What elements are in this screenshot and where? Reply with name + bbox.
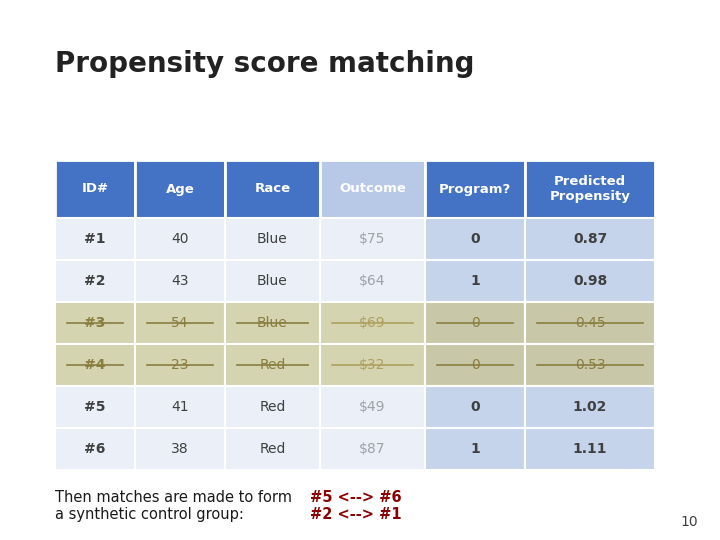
FancyBboxPatch shape (135, 260, 225, 302)
Text: 0.53: 0.53 (575, 358, 606, 372)
Text: Predicted
Propensity: Predicted Propensity (549, 175, 631, 203)
FancyBboxPatch shape (225, 302, 320, 344)
FancyBboxPatch shape (320, 428, 425, 470)
FancyBboxPatch shape (55, 260, 135, 302)
Text: 1.11: 1.11 (572, 442, 607, 456)
FancyBboxPatch shape (525, 302, 655, 344)
Text: $64: $64 (359, 274, 386, 288)
FancyBboxPatch shape (425, 260, 525, 302)
FancyBboxPatch shape (225, 218, 320, 260)
FancyBboxPatch shape (135, 344, 225, 386)
FancyBboxPatch shape (135, 386, 225, 428)
FancyBboxPatch shape (425, 344, 525, 386)
Text: #3: #3 (84, 316, 106, 330)
Text: Red: Red (259, 400, 286, 414)
FancyBboxPatch shape (320, 160, 425, 218)
Text: $69: $69 (359, 316, 386, 330)
Text: 40: 40 (171, 232, 189, 246)
Text: $87: $87 (359, 442, 386, 456)
Text: Then matches are made to form
a synthetic control group:: Then matches are made to form a syntheti… (55, 490, 292, 522)
FancyBboxPatch shape (525, 344, 655, 386)
Text: 0: 0 (471, 358, 480, 372)
FancyBboxPatch shape (525, 218, 655, 260)
Text: $49: $49 (359, 400, 386, 414)
FancyBboxPatch shape (135, 160, 225, 218)
Text: 1: 1 (470, 442, 480, 456)
FancyBboxPatch shape (320, 302, 425, 344)
FancyBboxPatch shape (225, 344, 320, 386)
Text: 23: 23 (171, 358, 189, 372)
Text: 0.45: 0.45 (575, 316, 606, 330)
Text: Race: Race (254, 183, 291, 195)
Text: Red: Red (259, 358, 286, 372)
Text: #1: #1 (84, 232, 106, 246)
Text: 38: 38 (171, 442, 189, 456)
Text: 1: 1 (470, 274, 480, 288)
Text: 0.98: 0.98 (573, 274, 607, 288)
FancyBboxPatch shape (135, 302, 225, 344)
FancyBboxPatch shape (425, 218, 525, 260)
Text: 41: 41 (171, 400, 189, 414)
Text: Red: Red (259, 442, 286, 456)
FancyBboxPatch shape (425, 428, 525, 470)
Text: Blue: Blue (257, 274, 288, 288)
FancyBboxPatch shape (525, 160, 655, 218)
FancyBboxPatch shape (55, 218, 135, 260)
Text: Outcome: Outcome (339, 183, 406, 195)
Text: #4: #4 (84, 358, 106, 372)
FancyBboxPatch shape (55, 302, 135, 344)
FancyBboxPatch shape (425, 302, 525, 344)
FancyBboxPatch shape (320, 218, 425, 260)
Text: #6: #6 (84, 442, 106, 456)
FancyBboxPatch shape (320, 260, 425, 302)
FancyBboxPatch shape (135, 428, 225, 470)
FancyBboxPatch shape (320, 386, 425, 428)
FancyBboxPatch shape (525, 260, 655, 302)
Text: Age: Age (166, 183, 194, 195)
FancyBboxPatch shape (225, 160, 320, 218)
FancyBboxPatch shape (55, 160, 135, 218)
Text: Propensity score matching: Propensity score matching (55, 50, 474, 78)
Text: Blue: Blue (257, 232, 288, 246)
Text: 0: 0 (470, 400, 480, 414)
FancyBboxPatch shape (425, 386, 525, 428)
Text: ID#: ID# (81, 183, 109, 195)
Text: 1.02: 1.02 (573, 400, 607, 414)
FancyBboxPatch shape (225, 386, 320, 428)
Text: 0: 0 (471, 316, 480, 330)
Text: #5: #5 (84, 400, 106, 414)
Text: Program?: Program? (439, 183, 511, 195)
FancyBboxPatch shape (55, 344, 135, 386)
Text: 10: 10 (681, 515, 698, 529)
FancyBboxPatch shape (525, 386, 655, 428)
FancyBboxPatch shape (525, 428, 655, 470)
Text: Blue: Blue (257, 316, 288, 330)
FancyBboxPatch shape (425, 160, 525, 218)
Text: 0: 0 (470, 232, 480, 246)
Text: 54: 54 (171, 316, 189, 330)
FancyBboxPatch shape (225, 260, 320, 302)
FancyBboxPatch shape (225, 428, 320, 470)
FancyBboxPatch shape (135, 218, 225, 260)
Text: $32: $32 (359, 358, 386, 372)
Text: 0.87: 0.87 (573, 232, 607, 246)
Text: $75: $75 (359, 232, 386, 246)
Text: 43: 43 (171, 274, 189, 288)
Text: #2: #2 (84, 274, 106, 288)
FancyBboxPatch shape (55, 428, 135, 470)
FancyBboxPatch shape (320, 344, 425, 386)
FancyBboxPatch shape (55, 386, 135, 428)
Text: #5 <--> #6
#2 <--> #1: #5 <--> #6 #2 <--> #1 (310, 490, 402, 522)
